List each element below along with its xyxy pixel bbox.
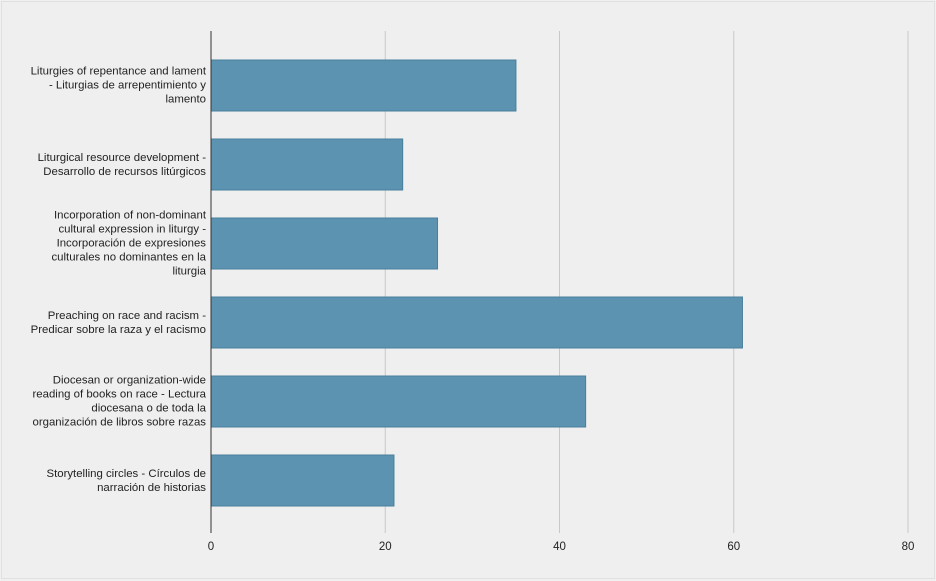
- x-tick-label: 20: [379, 541, 392, 553]
- category-label: Incorporation of non-dominant cultural e…: [51, 208, 206, 278]
- category-label: Liturgical resource development - Desarr…: [37, 151, 206, 178]
- bar: [210, 454, 395, 507]
- category-label: Diocesan or organization-wide reading of…: [32, 374, 207, 429]
- x-tick-label: 60: [727, 541, 740, 553]
- category-label: Preaching on race and racism - Predicar …: [30, 309, 206, 336]
- x-tick-label: 40: [553, 541, 566, 553]
- x-tick-label: 80: [902, 541, 915, 553]
- bar: [210, 138, 404, 191]
- bar: [210, 59, 517, 112]
- x-tick-label: 0: [208, 541, 214, 553]
- bar: [210, 375, 587, 428]
- category-label: Storytelling circles - Círculos de narra…: [46, 467, 206, 494]
- bar: [210, 217, 439, 270]
- category-label: Liturgies of repentance and lament - Lit…: [30, 65, 206, 106]
- bar: [210, 296, 743, 349]
